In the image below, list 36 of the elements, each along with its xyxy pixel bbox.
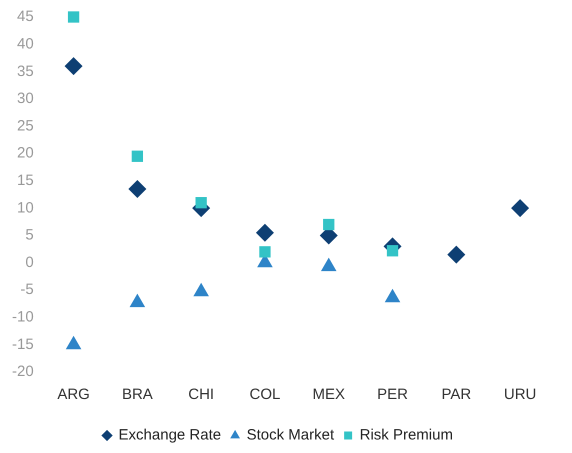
y-tick-label: 5 <box>25 226 34 244</box>
y-tick-label: -10 <box>12 308 34 326</box>
y-tick-label: 45 <box>16 8 34 26</box>
x-tick-label: CHI <box>188 386 214 404</box>
point <box>64 57 83 76</box>
x-tick-label: COL <box>250 386 280 404</box>
point <box>132 150 144 162</box>
legend-label: Risk Premium <box>360 426 453 444</box>
x-tick-label: MEX <box>312 386 345 404</box>
legend-label: Exchange Rate <box>118 426 222 444</box>
point <box>68 11 80 23</box>
y-tick-label: -5 <box>20 281 34 298</box>
x-tick-label: URU <box>504 386 536 404</box>
x-tick-label: BRA <box>122 386 153 404</box>
y-tick-label: 10 <box>16 199 34 216</box>
y-tick-label: 25 <box>16 117 34 134</box>
point <box>386 245 398 256</box>
point <box>256 224 274 242</box>
x-tick-label: PAR <box>441 386 472 404</box>
point <box>259 246 271 258</box>
y-tick-label: 15 <box>16 172 34 189</box>
point <box>196 197 207 208</box>
legend-label: Stock Market <box>246 426 335 444</box>
x-tick-label: PER <box>377 386 408 404</box>
point <box>323 218 334 230</box>
y-tick-label: 35 <box>16 62 34 80</box>
y-tick-label: 20 <box>16 144 34 162</box>
point <box>447 246 466 264</box>
y-tick-label: -15 <box>12 336 34 353</box>
y-tick-label: 0 <box>25 254 34 271</box>
point <box>128 180 146 198</box>
y-tick-label: 40 <box>16 35 34 52</box>
y-tick-label: 30 <box>16 90 34 108</box>
point <box>511 199 530 218</box>
x-tick-label: ARG <box>57 386 90 404</box>
y-tick-label: -20 <box>12 363 34 380</box>
